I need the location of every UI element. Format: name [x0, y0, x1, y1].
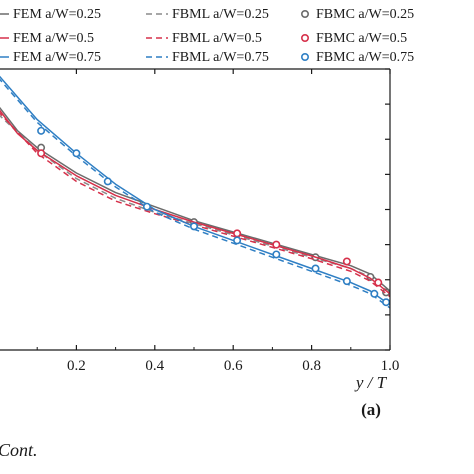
x-tick-label: 0.6: [224, 358, 243, 374]
data-point: [37, 149, 46, 158]
x-tick-label: 0.2: [67, 358, 86, 374]
data-point: [72, 149, 81, 158]
series-line: [0, 75, 390, 306]
data-point: [370, 289, 379, 298]
x-tick-label: 0.4: [145, 358, 164, 374]
data-point: [37, 126, 46, 135]
data-point: [272, 250, 281, 259]
caption-text: Cont.: [0, 440, 38, 460]
legend-label: FBML a/W=0.75: [172, 50, 269, 65]
series-line: [0, 112, 390, 298]
data-point: [233, 229, 242, 238]
legend-label: FBMC a/W=0.75: [316, 50, 414, 65]
data-point: [233, 236, 242, 245]
x-axis-title: y / T: [354, 373, 388, 392]
data-point: [382, 298, 390, 307]
panel-label: (a): [361, 400, 381, 419]
data-point: [103, 177, 112, 186]
data-point: [190, 222, 199, 231]
legend-marker: [300, 33, 309, 42]
legend: FEM a/W=0.25 FBML a/W=0.25 FBMC a/W=0.25 FE…: [0, 7, 414, 65]
x-tick-label: 0.8: [302, 358, 321, 374]
legend-marker: [300, 10, 309, 19]
series-line: [0, 109, 390, 295]
legend-label: FEM a/W=0.25: [13, 7, 101, 22]
axis-ticks: 0.2 0.4 0.6 0.8 1.0: [36, 68, 400, 374]
legend-label: FBMC a/W=0.25: [316, 7, 414, 22]
legend-label: FEM a/W=0.5: [13, 31, 94, 46]
data-point: [342, 257, 351, 266]
x-tick-label: 1.0: [381, 358, 400, 374]
legend-marker: [300, 52, 309, 61]
legend-label: FEM a/W=0.75: [13, 50, 101, 65]
series-line: [0, 78, 390, 309]
legend-label: FBML a/W=0.5: [172, 31, 262, 46]
series-layer: [0, 75, 390, 309]
data-point: [142, 202, 151, 211]
data-point: [342, 277, 351, 286]
legend-label: FBMC a/W=0.5: [316, 31, 407, 46]
legend-label: FBML a/W=0.25: [172, 7, 269, 22]
data-point: [311, 264, 320, 273]
data-point: [272, 240, 281, 249]
data-point: [374, 278, 383, 287]
